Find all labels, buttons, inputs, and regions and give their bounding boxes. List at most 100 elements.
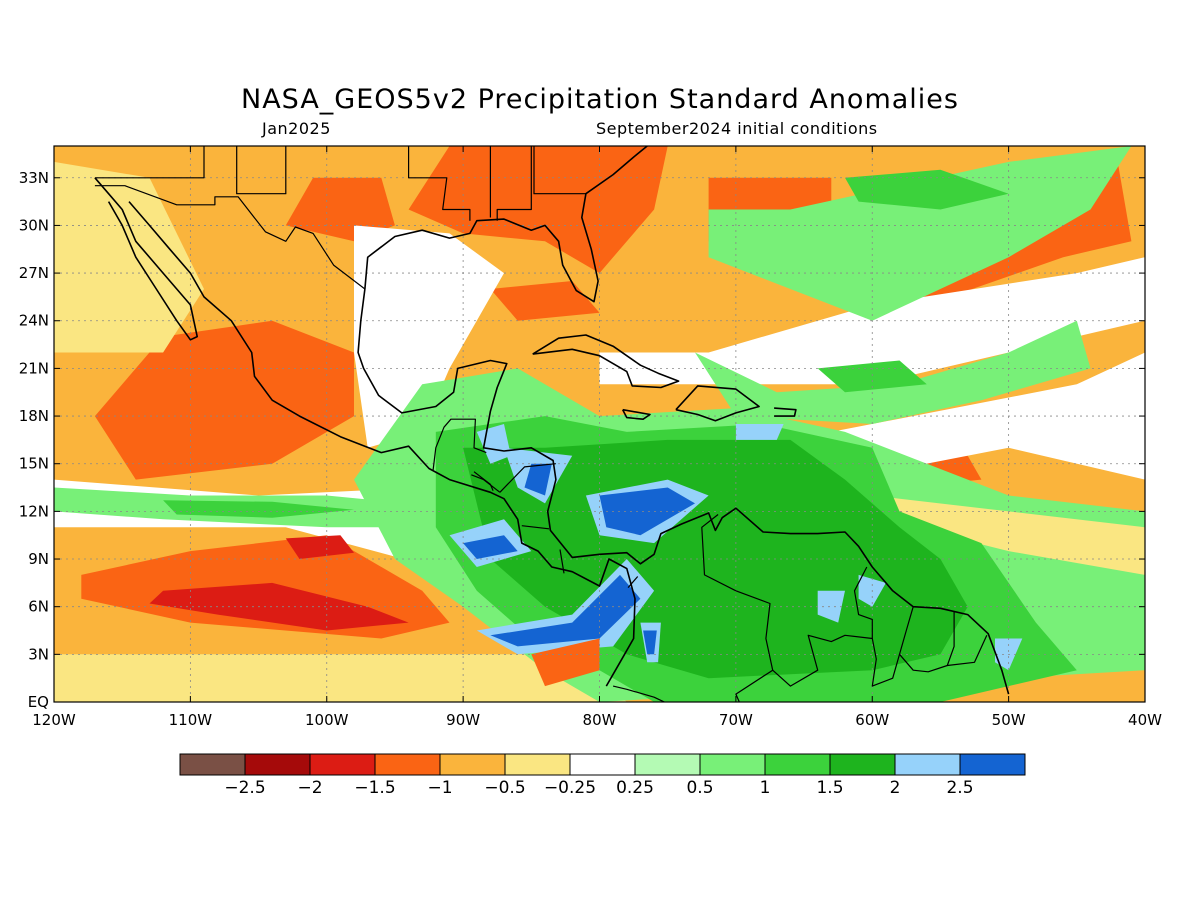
country-border <box>947 635 988 667</box>
y-tick-label: 12N <box>19 502 49 520</box>
map-title: NASA_GEOS5v2 Precipitation Standard Anom… <box>241 84 959 115</box>
country-border <box>521 525 550 530</box>
x-tick-label: 120W <box>32 711 76 729</box>
y-tick-label: 9N <box>28 550 49 568</box>
colorbar-swatch <box>894 753 961 776</box>
anomaly-region <box>285 535 354 559</box>
colorbar-label: −2.5 <box>224 778 265 798</box>
anomaly-region <box>599 487 695 536</box>
anomaly-region <box>149 582 409 631</box>
colorbar-label: 1 <box>760 778 771 798</box>
anomaly-region <box>531 638 600 687</box>
coastline <box>94 177 198 341</box>
coastline-layer <box>94 146 1010 695</box>
gridline-layer <box>54 146 1145 702</box>
anomaly-region <box>524 463 552 496</box>
colorbar-swatch <box>569 753 636 776</box>
colorbar-swatch <box>764 753 831 776</box>
coastline <box>675 385 760 422</box>
colorbar-label: 0.25 <box>616 778 654 798</box>
plot-area <box>54 146 1145 702</box>
anomaly-region <box>476 559 655 655</box>
anomaly-region <box>845 169 1009 210</box>
y-tick-label: 15N <box>19 455 49 473</box>
colorbar-label: −0.25 <box>544 778 596 798</box>
colorbar-swatch <box>829 753 896 776</box>
y-tick-label: 6N <box>28 598 49 616</box>
x-tick-label: 90W <box>446 711 480 729</box>
anomaly-region <box>54 654 627 702</box>
y-tick-label: 33N <box>19 169 49 187</box>
anomaly-region <box>817 360 927 393</box>
country-border <box>627 576 639 588</box>
colorbar-label: −0.5 <box>484 778 525 798</box>
border-layer <box>94 146 988 702</box>
x-tick-label: 40W <box>1128 711 1162 729</box>
anomaly-region <box>708 146 1132 321</box>
country-border <box>612 685 666 702</box>
y-tick-label: 30N <box>19 216 49 234</box>
country-border <box>496 146 532 221</box>
colorbar-label: −1.5 <box>354 778 395 798</box>
coastline <box>621 408 651 421</box>
anomaly-region <box>735 424 784 440</box>
colorbar-label: 1.5 <box>816 778 843 798</box>
anomaly-region <box>817 590 845 623</box>
coastline <box>532 334 680 389</box>
anomaly-region <box>463 535 518 559</box>
y-axis: EQ 3N 6N 9N 12N 15N 18N 21N 24N 27N 30N 33N <box>19 169 1145 711</box>
x-tick-label: 80W <box>583 711 617 729</box>
y-tick-label: EQ <box>28 693 49 711</box>
x-tick-label: 70W <box>719 711 753 729</box>
valid-month-label: Jan2025 <box>262 119 331 138</box>
x-tick-label: 110W <box>169 711 213 729</box>
anomaly-region <box>408 146 668 274</box>
anomaly-region <box>163 500 354 518</box>
colorbar-swatch <box>959 753 1026 776</box>
coastline <box>128 201 636 687</box>
y-tick-label: 27N <box>19 264 49 282</box>
anomaly-region <box>490 574 641 647</box>
country-border <box>499 463 556 493</box>
colorbar-label: −2 <box>297 778 322 798</box>
anomaly-region <box>94 320 355 480</box>
country-border <box>772 566 873 687</box>
country-border <box>94 146 205 179</box>
colorbar-swatch <box>244 753 311 776</box>
colorbar: −2.5 −2 −1.5 −1 −0.5 −0.25 0.25 0.5 1 1.5 2 2.5 <box>179 753 1026 798</box>
x-tick-label: 60W <box>855 711 889 729</box>
x-tick-label: 100W <box>305 711 349 729</box>
y-tick-label: 24N <box>19 312 49 330</box>
colorbar-swatch <box>634 753 701 776</box>
anomaly-region <box>872 495 1145 575</box>
country-border <box>559 549 565 574</box>
colorbar-label: 0.5 <box>686 778 713 798</box>
colorbar-swatch <box>504 753 571 776</box>
anomaly-region <box>831 352 1145 480</box>
colorbar-label: −1 <box>427 778 452 798</box>
colorbar-swatch <box>179 753 246 776</box>
country-border <box>94 185 366 290</box>
anomaly-region <box>354 225 504 448</box>
country-border <box>701 514 774 702</box>
colorbar-swatch <box>309 753 376 776</box>
country-border <box>899 611 955 673</box>
y-tick-label: 21N <box>19 359 49 377</box>
colorbar-swatch <box>374 753 441 776</box>
coastline <box>357 288 1010 695</box>
colorbar-label: 2.5 <box>946 778 973 798</box>
coastline <box>774 407 797 417</box>
anomaly-region <box>476 424 511 464</box>
x-axis: 120W 110W 100W 90W 80W 70W 60W 50W 40W <box>32 146 1162 729</box>
coastline <box>364 146 648 303</box>
anomaly-region <box>643 630 657 655</box>
country-border <box>236 146 287 195</box>
y-tick-label: 18N <box>19 407 49 425</box>
y-tick-label: 3N <box>28 645 49 663</box>
country-border <box>871 606 914 687</box>
colorbar-swatch <box>699 753 766 776</box>
country-border <box>432 418 487 471</box>
country-border <box>408 146 471 221</box>
colorbar-label: 2 <box>890 778 901 798</box>
